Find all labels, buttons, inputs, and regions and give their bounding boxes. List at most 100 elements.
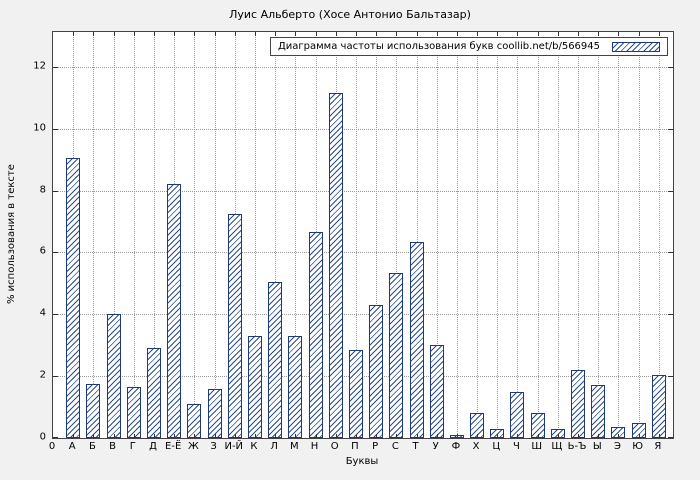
grid-line — [355, 32, 357, 438]
x-tick-label: Е-Ё — [165, 441, 182, 452]
tick-mark — [638, 32, 640, 36]
tick-mark — [295, 32, 297, 36]
tick-mark — [578, 32, 580, 36]
tick-mark — [214, 434, 216, 438]
y-tick-labels: 0 2 4 6 8 10 12 — [0, 31, 46, 442]
tick-mark — [53, 128, 58, 130]
tick-mark — [194, 32, 196, 36]
x-tick-label: Ф — [451, 441, 461, 452]
tick-mark — [254, 434, 256, 438]
bar-О — [328, 93, 343, 438]
tick-mark — [456, 32, 458, 36]
tick-mark — [456, 434, 458, 438]
tick-mark — [153, 434, 155, 438]
grid-line — [53, 252, 673, 254]
tick-mark — [376, 434, 378, 438]
x-axis-label: Буквы — [345, 456, 379, 467]
bar-С — [389, 272, 404, 438]
tick-mark — [53, 190, 58, 192]
tick-mark — [578, 434, 580, 438]
tick-mark — [668, 128, 673, 130]
grid-line — [436, 32, 438, 438]
x-tick-label: Ы — [592, 441, 602, 452]
bar-М — [288, 335, 303, 438]
x-tick-label: Ж — [187, 441, 199, 452]
bar-Г — [126, 386, 141, 438]
tick-mark — [315, 434, 317, 438]
bar-Я — [651, 374, 666, 438]
x-tick-label: Д — [149, 441, 157, 452]
x-tick-label: Н — [310, 441, 319, 452]
grid-line — [396, 32, 398, 438]
x-tick-label: Ю — [632, 441, 644, 452]
tick-mark — [254, 32, 256, 36]
y-tick-label: 0 — [39, 431, 46, 443]
bar-Ь-Ъ — [571, 369, 586, 438]
tick-mark — [517, 434, 519, 438]
grid-line — [53, 190, 673, 192]
tick-mark — [153, 32, 155, 36]
grid-line — [598, 32, 600, 438]
tick-mark — [668, 314, 673, 316]
bar-З — [207, 388, 222, 438]
y-tick-label: 8 — [39, 184, 46, 196]
x-tick-label: Ш — [531, 441, 543, 452]
legend-swatch — [612, 41, 660, 52]
x-tick-labels: 0 А Б В Г Д Е-Ё Ж З И-Й К Л М Н О П Р С Т У Ф Х Ц Ч Ш Щ Ь-Ъ Ы Э Ю Я — [49, 441, 672, 455]
bar-А — [66, 158, 81, 438]
bar-К — [247, 335, 262, 438]
tick-mark — [133, 434, 135, 438]
bar-Ж — [187, 404, 202, 438]
tick-mark — [73, 434, 75, 438]
grid-line — [113, 32, 115, 438]
x-tick-label: Ь-Ъ — [567, 441, 587, 452]
x-tick-label: А — [68, 441, 76, 452]
x-tick-label: У — [432, 441, 439, 452]
x-tick-label: Х — [472, 441, 480, 452]
tick-mark — [53, 437, 58, 438]
grid-line — [194, 32, 196, 438]
x-tick-label: М — [290, 441, 299, 452]
plot-area: Диаграмма частоты использования букв coo… — [52, 31, 674, 439]
bar-Ч — [510, 391, 525, 438]
tick-mark — [174, 32, 176, 36]
bar-П — [348, 349, 363, 438]
legend: Диаграмма частоты использования букв coo… — [269, 37, 668, 56]
tick-mark — [355, 434, 357, 438]
x-tick-label: Э — [613, 441, 621, 452]
grid-line — [93, 32, 95, 438]
bar-У — [429, 345, 444, 438]
tick-mark — [335, 32, 337, 36]
grid-line — [517, 32, 519, 438]
grid-line — [618, 32, 620, 438]
x-tick-label: Г — [129, 441, 136, 452]
tick-mark — [416, 32, 418, 36]
tick-mark — [537, 32, 539, 36]
tick-mark — [73, 32, 75, 36]
tick-mark — [618, 32, 620, 36]
tick-mark — [557, 32, 559, 36]
grid-line — [578, 32, 580, 438]
tick-mark — [53, 376, 58, 378]
tick-mark — [315, 32, 317, 36]
grid-line — [557, 32, 559, 438]
x-tick-label: Л — [270, 441, 278, 452]
legend-label: Диаграмма частоты использования букв coo… — [277, 41, 600, 52]
grid-line — [456, 32, 458, 438]
tick-mark — [133, 32, 135, 36]
bar-Ы — [591, 385, 606, 438]
tick-mark — [517, 32, 519, 36]
grid-line — [53, 314, 673, 316]
tick-mark — [668, 252, 673, 254]
tick-mark — [658, 434, 660, 438]
y-tick-label: 12 — [33, 60, 46, 72]
bar-Д — [146, 348, 161, 438]
grid-line — [254, 32, 256, 438]
bar-Т — [409, 241, 424, 438]
tick-mark — [275, 434, 277, 438]
tick-mark — [174, 434, 176, 438]
x-tick-label: И-Й — [224, 441, 244, 452]
tick-mark — [598, 434, 600, 438]
tick-mark — [194, 434, 196, 438]
